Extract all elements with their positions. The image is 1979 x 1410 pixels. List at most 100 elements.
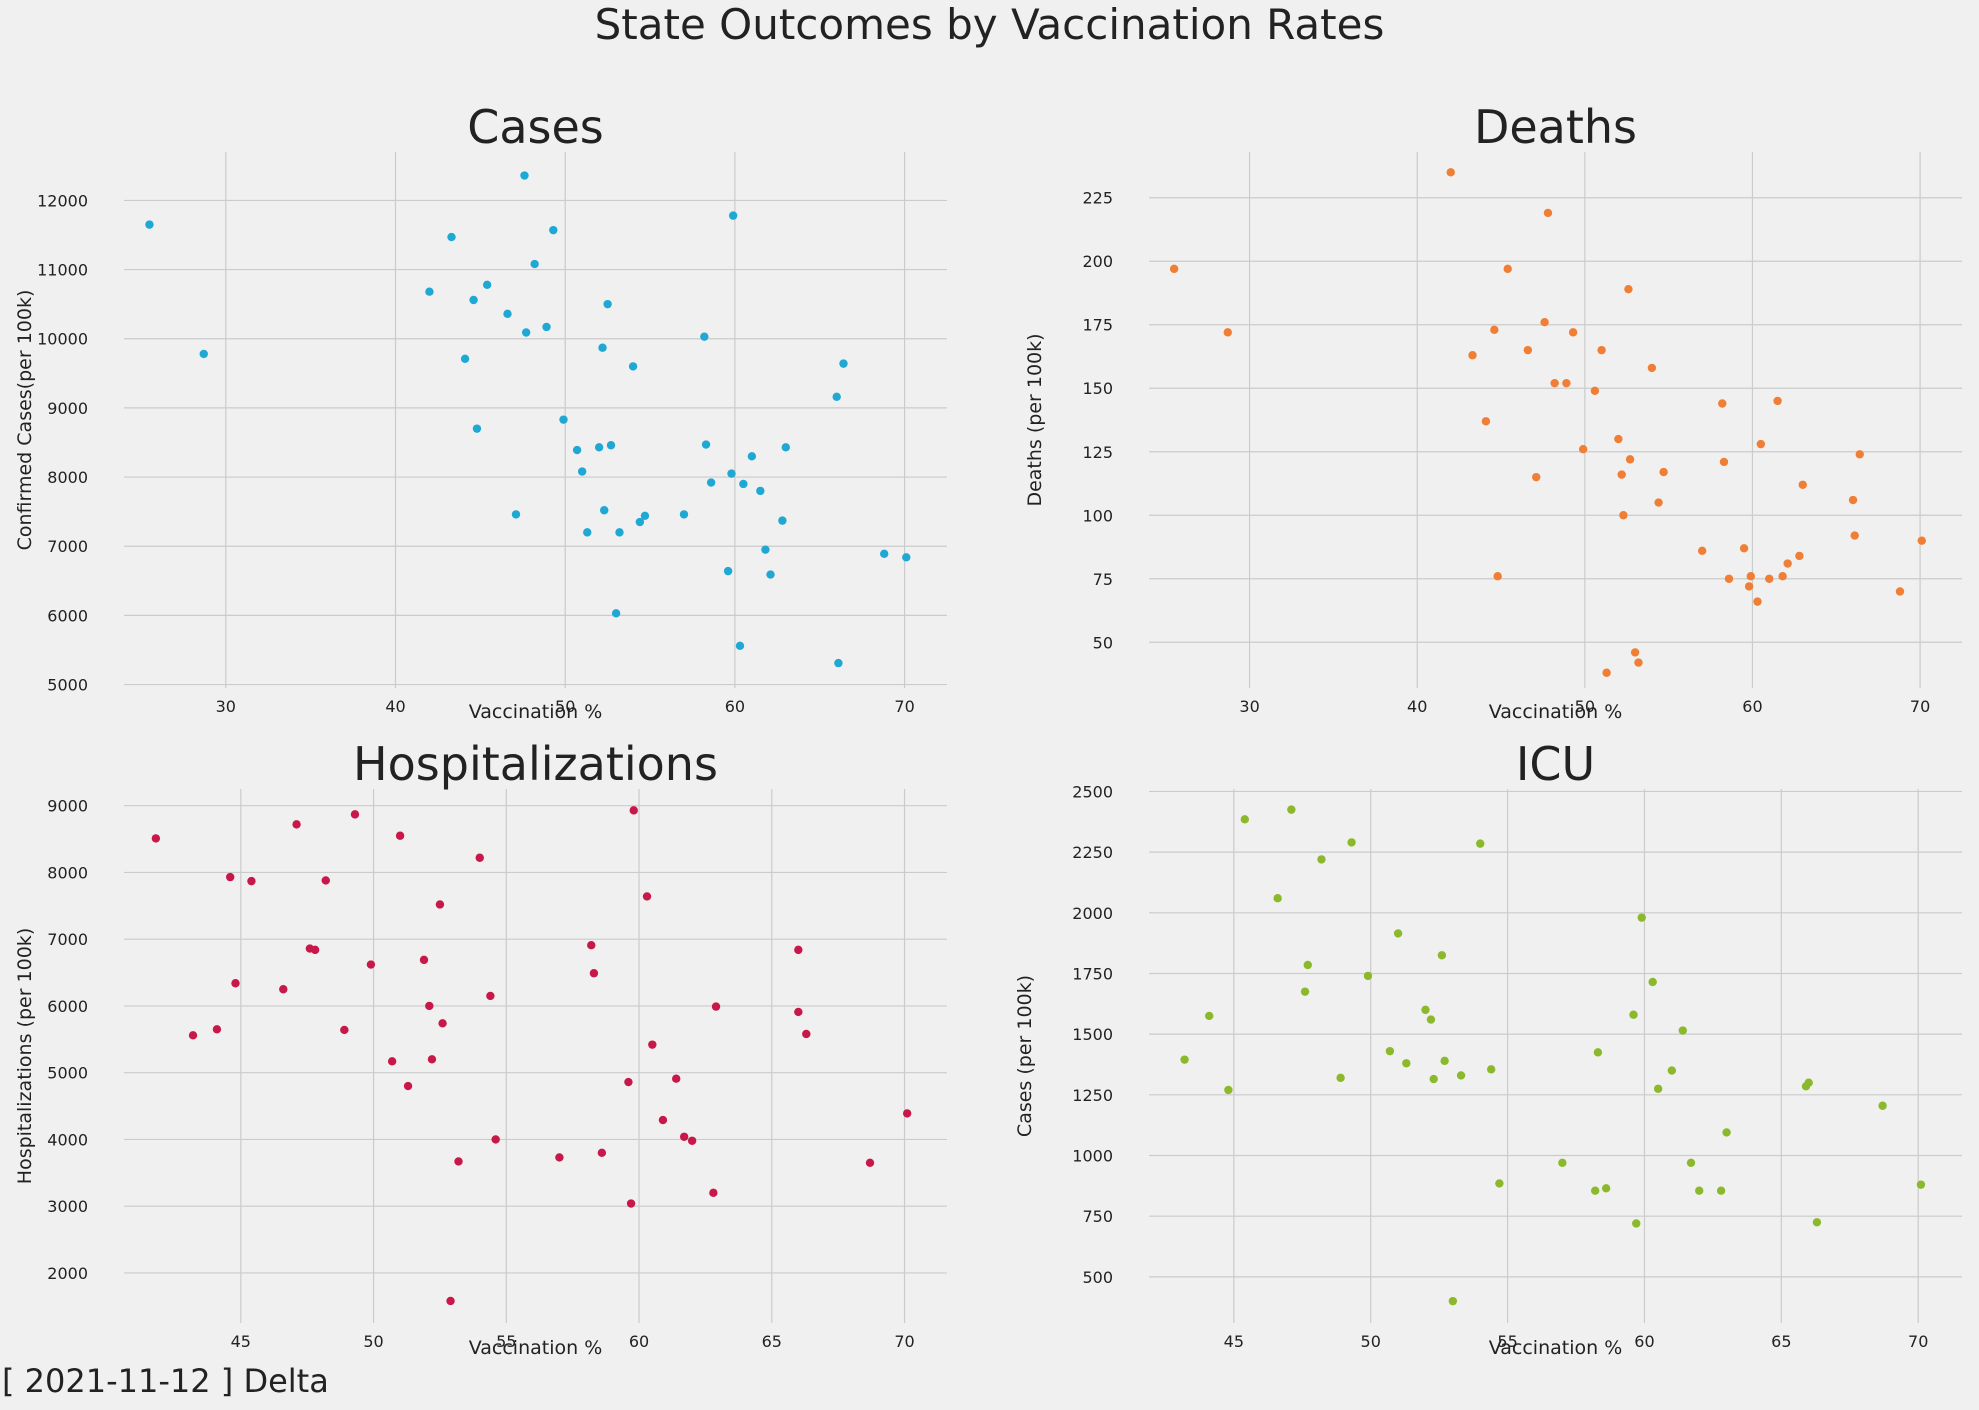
data-point (1300, 987, 1310, 996)
data-point (1593, 1048, 1603, 1057)
data-point (1686, 1158, 1696, 1168)
data-point (395, 831, 405, 840)
x-axis-label: Vaccination % (1489, 1337, 1623, 1359)
data-point (1169, 264, 1179, 274)
data-point (761, 545, 770, 554)
data-point (1426, 1015, 1436, 1024)
data-point (700, 332, 709, 341)
data-point (1421, 1005, 1430, 1015)
data-point (1753, 597, 1762, 606)
data-point (880, 549, 889, 559)
data-point (1240, 815, 1250, 824)
data-point (1446, 168, 1455, 177)
y-tick-label: 6000 (47, 606, 88, 625)
y-tick-label: 6000 (47, 997, 88, 1016)
data-point (626, 1199, 636, 1208)
x-tick-label: 60 (1634, 1332, 1654, 1351)
data-point (438, 1019, 447, 1028)
data-point (310, 945, 320, 955)
data-point (491, 1135, 500, 1144)
data-point (1393, 929, 1403, 938)
data-point (778, 516, 787, 525)
data-point (1695, 1186, 1704, 1195)
data-point (706, 478, 716, 487)
panel-icu: 45 50 55 60 65 70 500 750 1000 1250 1500 1750 2000 22… (1014, 737, 1962, 1359)
data-point (711, 1002, 721, 1011)
x-tick-label: 50 (555, 697, 575, 716)
data-point (709, 1188, 718, 1198)
x-tick-label: 65 (762, 1332, 782, 1351)
data-point (1878, 1101, 1887, 1110)
data-point (572, 445, 582, 455)
data-point (460, 354, 470, 363)
x-axis-label: Vaccination % (469, 701, 603, 723)
data-point (1448, 1296, 1458, 1306)
data-point (1765, 574, 1774, 583)
data-point (1654, 498, 1663, 507)
data-point (1718, 399, 1727, 408)
data-point (482, 280, 492, 289)
data-point (735, 641, 745, 651)
data-point (603, 299, 612, 309)
panel-title: ICU (1516, 737, 1595, 791)
data-point (472, 424, 482, 433)
data-point (231, 979, 240, 988)
data-point (1648, 977, 1657, 987)
data-point (1303, 960, 1312, 970)
data-point (832, 392, 841, 402)
data-point (594, 443, 604, 452)
data-point (1493, 572, 1502, 581)
data-point (1697, 546, 1707, 556)
data-point (1205, 1011, 1214, 1021)
data-point (549, 225, 558, 235)
data-point (635, 517, 645, 527)
x-axis-label: Vaccination % (469, 1337, 603, 1359)
footer-label: [ 2021-11-12 ] Delta (2, 1362, 329, 1400)
data-point (1855, 450, 1864, 459)
data-point (1578, 445, 1588, 454)
data-point (606, 441, 616, 450)
data-point (279, 985, 288, 994)
data-point (587, 940, 596, 950)
data-point (1739, 544, 1749, 553)
data-point (794, 1007, 803, 1017)
data-point (1486, 1065, 1496, 1074)
y-axis-label: Cases (per 100k) (1014, 975, 1036, 1137)
data-point (559, 415, 568, 424)
data-point (1532, 472, 1541, 482)
data-point (1317, 855, 1326, 864)
data-point (1667, 1066, 1677, 1075)
data-point (766, 570, 775, 579)
data-point (1568, 328, 1578, 337)
data-point (425, 287, 434, 296)
data-point (1523, 345, 1533, 355)
data-point (520, 171, 529, 180)
data-point (1773, 396, 1782, 406)
x-tick-label: 70 (894, 697, 914, 716)
data-point (1678, 1026, 1687, 1035)
panel-title: Cases (467, 100, 604, 154)
data-point (511, 510, 521, 519)
x-tick-label: 55 (1497, 1332, 1517, 1351)
x-tick-label: 70 (1910, 697, 1930, 716)
data-point (1437, 951, 1447, 960)
data-point (1590, 1186, 1600, 1195)
data-point (1490, 325, 1499, 335)
x-tick-label: 70 (1908, 1332, 1928, 1351)
y-tick-label: 100 (1082, 506, 1113, 525)
data-point (1347, 838, 1356, 847)
data-point (1632, 1219, 1641, 1228)
x-tick-label: 65 (1771, 1332, 1791, 1351)
y-axis-label: Hospitalizations (per 100k) (14, 928, 36, 1184)
data-point (1850, 531, 1859, 540)
data-point (1719, 457, 1729, 467)
data-point (642, 892, 652, 901)
data-point (1746, 572, 1755, 581)
data-point (1724, 574, 1734, 583)
data-point (1562, 378, 1571, 388)
data-point (292, 820, 301, 829)
data-point (624, 1077, 633, 1087)
data-point (747, 452, 757, 461)
data-point (1602, 668, 1611, 677)
y-tick-label: 225 (1082, 189, 1113, 208)
